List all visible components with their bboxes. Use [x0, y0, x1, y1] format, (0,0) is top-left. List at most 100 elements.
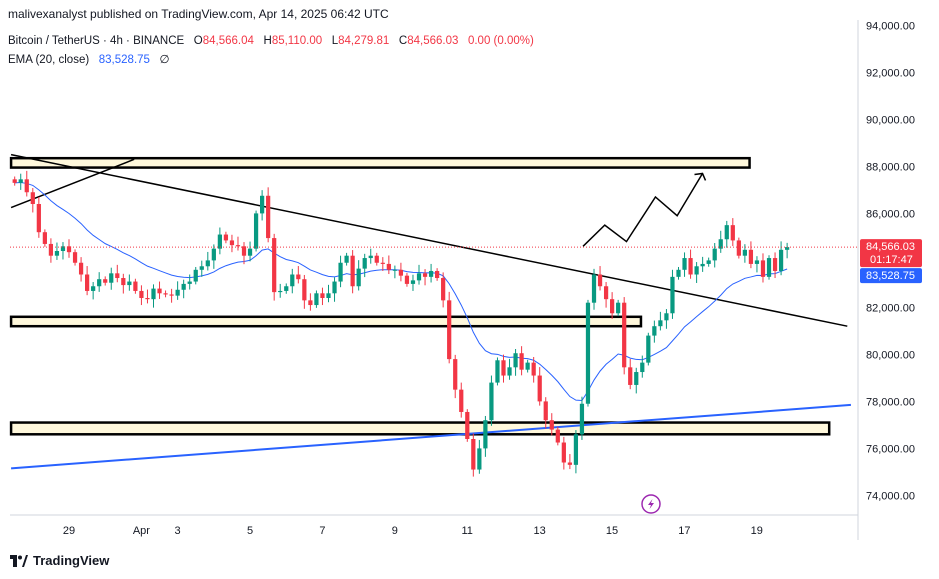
candle-body	[700, 263, 705, 267]
candle-body	[211, 248, 216, 261]
candle-body	[549, 420, 554, 430]
candle-body	[320, 293, 325, 298]
candle-body	[91, 286, 96, 291]
projection-arrowhead	[694, 172, 707, 181]
footer-brand: TradingView	[33, 553, 110, 568]
candle-body	[519, 353, 524, 370]
candle-body	[229, 240, 235, 246]
candle-body	[748, 249, 754, 264]
candle-body	[706, 260, 711, 264]
candle-body	[187, 281, 192, 284]
candle-body	[652, 326, 657, 336]
candle-body	[610, 299, 615, 314]
zones-layer	[9, 156, 831, 436]
candle-body	[308, 300, 313, 306]
x-tick-label: 17	[678, 525, 690, 537]
time-axis[interactable]: 29 Apr 3 5 7 9 11 13 15 17 19	[63, 525, 763, 537]
candle-body	[151, 288, 156, 300]
candle-body	[495, 360, 500, 383]
descending-trendline[interactable]	[10, 153, 848, 327]
candle-body	[603, 286, 609, 300]
ohlc-o-label: O	[193, 35, 203, 47]
candle-body	[163, 293, 168, 295]
candle-body	[103, 279, 108, 283]
x-tick-label: 19	[751, 525, 763, 537]
candle-body	[193, 269, 198, 282]
candle-body	[573, 434, 579, 465]
ema-label[interactable]: EMA (20, close)	[8, 54, 90, 66]
publish-info: malivexanalyst published on TradingView.…	[8, 7, 389, 21]
symbol-name[interactable]: Bitcoin / TetherUS · 4h · BINANCE	[8, 35, 185, 47]
candle-body	[404, 275, 410, 284]
candle-body	[344, 255, 349, 263]
candle-body	[398, 269, 404, 276]
zone-rect[interactable]	[9, 156, 751, 169]
x-tick-label: 9	[392, 525, 398, 537]
ascending-support-line[interactable]	[11, 403, 851, 470]
candle-body	[410, 280, 416, 284]
candle-body	[778, 249, 784, 271]
projection-path[interactable]	[582, 173, 704, 247]
tradingview-footer[interactable]: TradingView	[10, 553, 109, 568]
y-tick-label: 92,000.00	[866, 67, 915, 79]
ema-legend[interactable]: EMA (20, close) 83,528.75 ∅	[8, 52, 170, 66]
zone-rect[interactable]	[9, 315, 643, 328]
candle-body	[36, 204, 41, 233]
candle-body	[785, 247, 790, 250]
candle-body	[302, 279, 307, 301]
candle-body	[278, 290, 283, 293]
candle-body	[736, 240, 741, 256]
candle-body	[555, 429, 560, 443]
candle-body	[145, 298, 150, 300]
candle-body	[428, 270, 434, 277]
candle-body	[205, 260, 210, 267]
ohlc-c-value: 84,566.03	[407, 35, 459, 47]
candle-body	[483, 420, 488, 449]
candle-body	[772, 258, 778, 271]
candle-body	[85, 274, 90, 291]
ohlc-h-label: H	[263, 35, 272, 47]
ema-price-label: 83,528.75	[866, 270, 915, 282]
candle-body	[742, 249, 747, 256]
symbol-legend[interactable]: Bitcoin / TetherUS · 4h · BINANCE O84,56…	[8, 35, 534, 47]
ohlc-o-value: 84,566.04	[202, 35, 254, 47]
candle-body	[60, 246, 66, 251]
candle-body	[235, 245, 241, 247]
candle-body	[628, 367, 633, 385]
candle-body	[754, 260, 760, 264]
ohlc-l-label: L	[331, 35, 339, 47]
candle-body	[561, 442, 566, 463]
candle-body	[296, 274, 301, 280]
candle-body	[66, 246, 72, 253]
candle-body	[247, 248, 253, 256]
x-tick-label: 13	[533, 525, 545, 537]
tradingview-logo-icon	[10, 554, 28, 567]
ohlc-change: 0.00 (0.00%)	[467, 35, 534, 47]
y-tick-label: 82,000.00	[866, 302, 915, 314]
candle-body	[314, 293, 319, 306]
zone-rect[interactable]	[9, 421, 831, 436]
ema-value: 83,528.75	[98, 54, 150, 66]
candle-body	[356, 268, 361, 287]
candle-body	[646, 335, 651, 363]
candle-body	[591, 274, 597, 303]
lightning-icon[interactable]	[641, 494, 661, 514]
candle-body	[139, 290, 144, 298]
y-tick-label: 74,000.00	[866, 490, 915, 502]
candle-body	[459, 389, 464, 412]
candle-body	[338, 262, 343, 282]
candle-body	[416, 273, 422, 281]
candle-body	[386, 263, 391, 270]
candle-body	[290, 274, 295, 287]
candle-body	[217, 234, 222, 249]
ohlc-c-label: C	[398, 35, 408, 47]
candle-body	[54, 251, 60, 256]
ohlc-l-value: 84,279.81	[338, 35, 390, 47]
candle-body	[241, 246, 247, 256]
candle-body	[392, 269, 397, 271]
x-tick-label: 29	[63, 525, 75, 537]
candle-body	[513, 353, 518, 368]
candle-body	[48, 243, 54, 256]
ema-extra: ∅	[159, 54, 170, 66]
